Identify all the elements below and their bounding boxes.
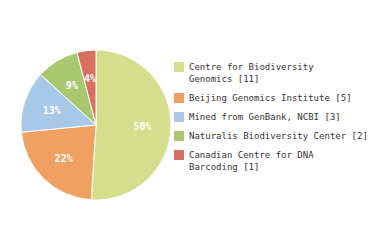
svg-text:4%: 4% [84, 73, 96, 84]
html-text:Naturalis Biodiversity Center: Naturalis Biodiversity Center [2] [189, 130, 368, 141]
html-text:Canadian Centre for DNA Barcod: Canadian Centre for DNA Barcoding [1] [189, 149, 314, 172]
svg-text:13%: 13% [43, 105, 61, 116]
svg-text:50%: 50% [133, 121, 151, 132]
html-text:Mined from GenBank, NCBI [3]: Mined from GenBank, NCBI [3] [189, 111, 341, 122]
svg-text:22%: 22% [55, 153, 73, 164]
html-text:Beijing Genomics Institute [5]: Beijing Genomics Institute [5] [189, 92, 352, 103]
html-text:Centre for Biodiversity Genomi: Centre for Biodiversity Genomics [11] [189, 61, 314, 84]
svg-text:9%: 9% [66, 80, 78, 91]
